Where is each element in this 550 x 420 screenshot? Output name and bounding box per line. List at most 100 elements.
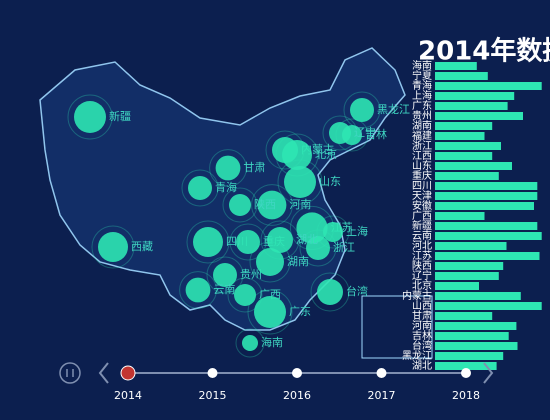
timeline-dot[interactable] — [461, 368, 471, 378]
province-label: 甘肃 — [243, 161, 265, 174]
bubble-halo — [206, 256, 244, 294]
bar-category: 广东 — [412, 99, 432, 112]
bubble — [317, 279, 343, 305]
next-button[interactable] — [483, 362, 494, 384]
province-label: 贵州 — [240, 268, 262, 281]
province-label: 广东 — [289, 305, 311, 318]
timeline-dot[interactable] — [207, 368, 218, 378]
bubble-halo — [186, 220, 230, 264]
bar — [435, 302, 542, 310]
bar — [435, 152, 493, 160]
bar-category: 北京 — [412, 279, 432, 292]
bar — [435, 82, 542, 90]
bubble — [282, 140, 312, 170]
timeline-dot[interactable] — [376, 368, 387, 378]
bubble — [242, 335, 258, 351]
bubble-halo — [67, 94, 113, 140]
bar — [435, 62, 477, 70]
bar-category: 陕西 — [412, 259, 432, 272]
province-label: 湖北 — [296, 233, 318, 246]
bar-category: 云南 — [412, 229, 432, 242]
timeline-label: 2015 — [199, 389, 227, 402]
bubble — [306, 236, 330, 260]
bar — [435, 202, 534, 210]
bubble-halo — [316, 215, 350, 249]
province-label: 辽宁 — [354, 125, 376, 139]
bubble — [350, 98, 374, 122]
bar — [435, 282, 479, 290]
bar — [435, 92, 515, 100]
bar — [435, 262, 504, 270]
province-label: 上海 — [346, 224, 368, 238]
bubble — [193, 227, 223, 257]
bar — [435, 242, 507, 250]
bubble-halo — [251, 184, 293, 226]
province-label: 西藏 — [131, 240, 153, 253]
bubble-halo — [260, 220, 300, 260]
bar — [435, 352, 504, 360]
bubble — [213, 263, 237, 287]
timeline-dot[interactable] — [292, 368, 302, 378]
bubble — [74, 101, 106, 133]
bar-category: 湖南 — [412, 119, 432, 132]
bar — [435, 192, 538, 200]
bar — [435, 112, 523, 120]
bar-category: 台湾 — [412, 339, 432, 352]
bar-title: 2014年数据 — [418, 36, 550, 67]
bar-category: 上海 — [412, 89, 432, 102]
bar-category: 江苏 — [412, 249, 432, 262]
province-label: 海南 — [261, 335, 283, 349]
bar — [435, 222, 538, 230]
province-label: 青海 — [215, 180, 237, 194]
bar — [435, 182, 538, 190]
bubble — [98, 232, 128, 262]
timeline-label: 2014 — [114, 389, 142, 402]
bubble-halo — [247, 289, 293, 335]
bar — [435, 322, 517, 330]
bar — [435, 342, 518, 350]
province-label: 黑龙江 — [377, 103, 410, 116]
bar-category: 内蒙古 — [402, 289, 432, 302]
bubble — [234, 284, 256, 306]
bubble-halo — [299, 229, 337, 267]
bar-category: 甘肃 — [412, 309, 432, 322]
bar-category: 山西 — [412, 300, 432, 312]
bar-category: 浙江 — [412, 140, 432, 152]
timeline-current[interactable] — [120, 365, 136, 381]
bar-category: 福建 — [412, 129, 432, 142]
prev-button[interactable] — [98, 362, 109, 384]
province-label: 湖南 — [287, 255, 309, 268]
bubble — [254, 296, 286, 328]
bar-category: 吉林 — [412, 329, 432, 342]
bar — [435, 122, 493, 130]
bar-category: 重庆 — [412, 169, 432, 182]
bar-category: 江西 — [412, 150, 432, 162]
bar-category: 山东 — [412, 159, 432, 172]
bar — [435, 232, 542, 240]
bar-category: 河南 — [412, 319, 432, 332]
bubble-halo — [179, 271, 217, 309]
bar — [435, 102, 508, 110]
bubble-halo — [227, 277, 263, 313]
bubble-halo — [310, 272, 350, 312]
timeline-label: 2016 — [283, 389, 311, 402]
bubble-halo — [181, 169, 219, 207]
bubble-halo — [209, 149, 247, 187]
bar — [435, 362, 497, 370]
bar-category: 安徽 — [412, 199, 432, 212]
bar-category: 河北 — [412, 240, 432, 252]
china-outline — [39, 47, 406, 331]
bar — [435, 162, 512, 170]
bubble-halo — [277, 159, 323, 205]
bar — [435, 332, 509, 340]
bar — [435, 72, 488, 80]
bar-category: 辽宁 — [412, 269, 432, 282]
bar-category: 新疆 — [412, 219, 432, 232]
bubble — [188, 176, 212, 200]
bubble — [296, 212, 328, 244]
bubble — [329, 122, 351, 144]
play-button[interactable] — [59, 362, 81, 384]
pause-icon — [66, 369, 74, 377]
province-label: 台湾 — [346, 284, 368, 298]
